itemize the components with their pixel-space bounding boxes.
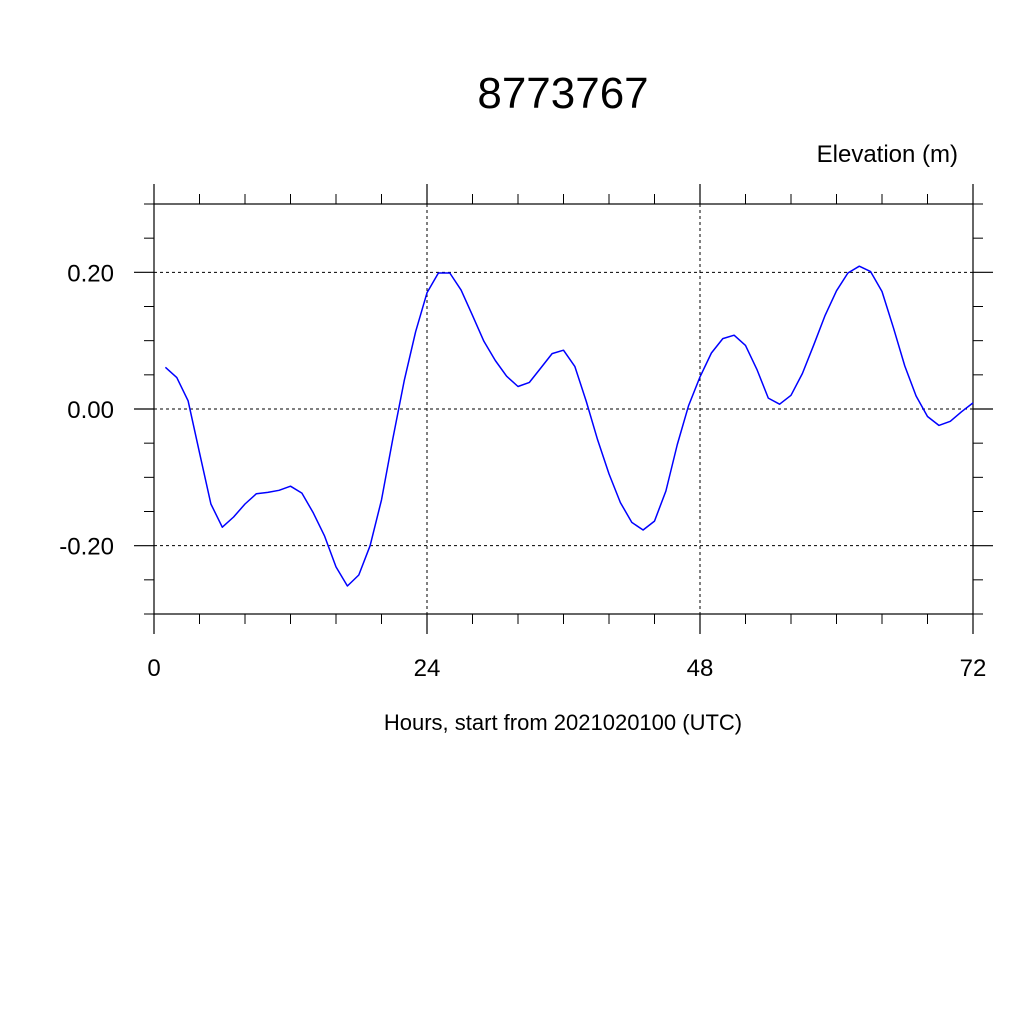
x-tick-label: 72 (960, 655, 987, 682)
chart-title: 8773767 (477, 69, 648, 118)
x-tick-label: 48 (687, 655, 714, 682)
y-tick-label: 0.00 (67, 397, 114, 424)
y-tick-label: 0.20 (67, 260, 114, 287)
y-tick-label: -0.20 (59, 534, 114, 561)
axis-ticks (134, 184, 993, 634)
series-layer (164, 265, 974, 587)
x-tick-label: 0 (147, 655, 160, 682)
series-line (164, 265, 974, 587)
grid-lines (154, 204, 974, 614)
x-tick-label: 24 (414, 655, 441, 682)
y-axis-label: Elevation (m) (817, 141, 958, 168)
x-axis-label: Hours, start from 2021020100 (UTC) (384, 710, 742, 735)
plot-frame (153, 203, 974, 615)
tick-labels: 0 24 48 72 -0.20 0.00 0.20 (59, 260, 986, 682)
